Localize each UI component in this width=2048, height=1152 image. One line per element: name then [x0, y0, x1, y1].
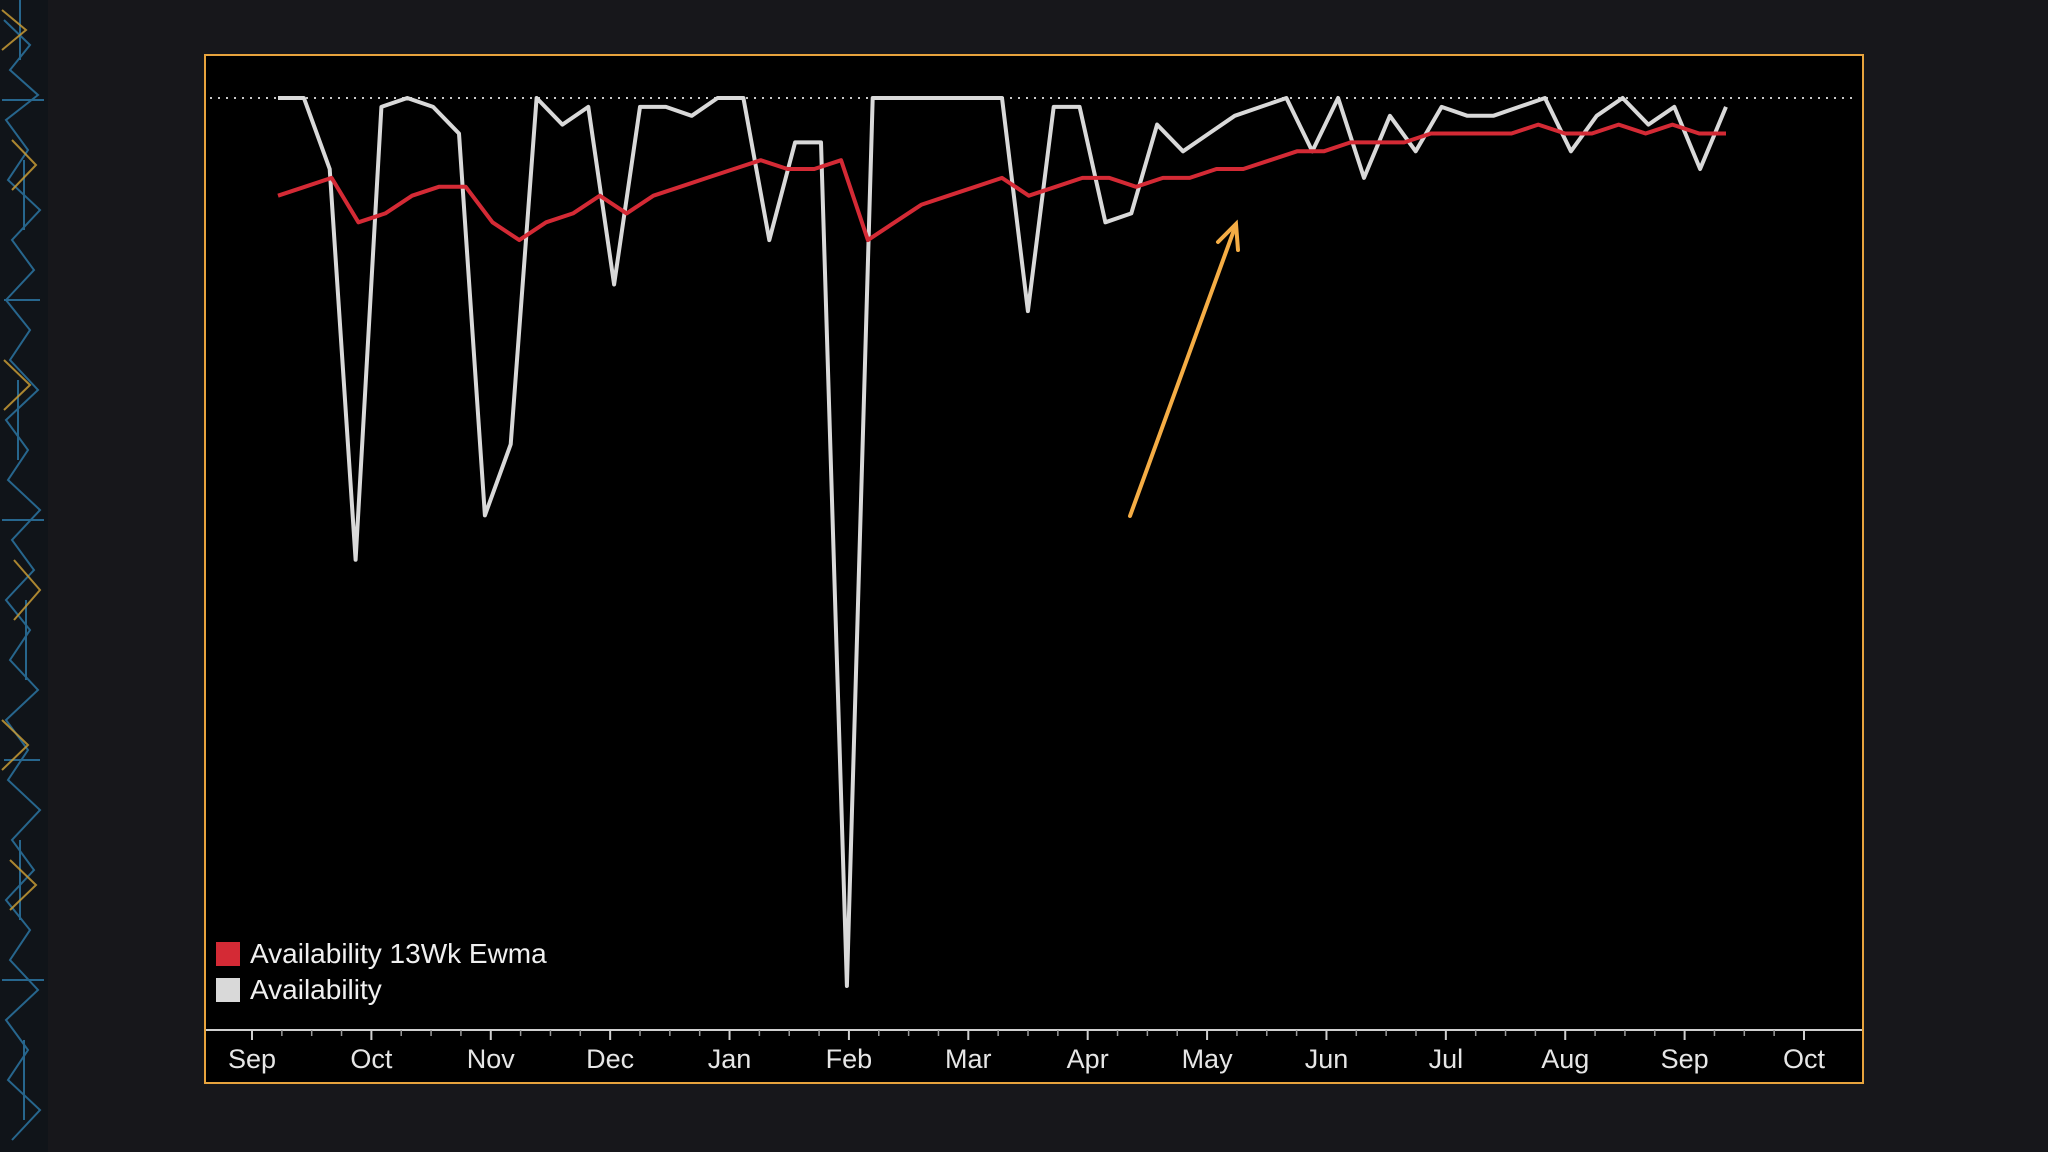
x-tick-label: Oct: [350, 1044, 393, 1074]
legend-label-availability: Availability: [250, 974, 382, 1005]
x-tick-label: Jun: [1305, 1044, 1349, 1074]
availability-line-chart: Sep Oct Nov Dec Jan Feb Mar Apr May Jun Jul Aug Sep O…: [206, 96, 1862, 1074]
annotation-arrow: [1128, 219, 1240, 518]
legend-label-ewma: Availability 13Wk Ewma: [250, 938, 547, 969]
x-tick-label: Jan: [708, 1044, 752, 1074]
x-tick-label: Apr: [1067, 1044, 1109, 1074]
series-line-availability-13wk-ewma: [277, 122, 1726, 243]
legend-item-ewma: Availability 13Wk Ewma: [216, 936, 547, 972]
chart-legend: Availability 13Wk Ewma Availability: [216, 936, 547, 1008]
x-tick-label: Dec: [586, 1044, 634, 1074]
x-tick-label: Nov: [467, 1044, 516, 1074]
x-tick-label: Aug: [1541, 1044, 1589, 1074]
series-line-availability: [278, 96, 1728, 988]
chart-frame: Sep Oct Nov Dec Jan Feb Mar Apr May Jun Jul Aug Sep O…: [204, 54, 1864, 1084]
x-tick-label: Mar: [945, 1044, 992, 1074]
legend-swatch-ewma: [216, 942, 240, 966]
x-tick-label: Sep: [1661, 1044, 1709, 1074]
legend-item-availability: Availability: [216, 972, 547, 1008]
x-tick-label: Oct: [1783, 1044, 1826, 1074]
x-tick-label: Jul: [1429, 1044, 1464, 1074]
x-tick-label: May: [1182, 1044, 1234, 1074]
x-tick-label: Sep: [228, 1044, 276, 1074]
decorative-edge-pattern: [0, 0, 48, 1152]
legend-swatch-availability: [216, 978, 240, 1002]
x-tick-label: Feb: [826, 1044, 873, 1074]
